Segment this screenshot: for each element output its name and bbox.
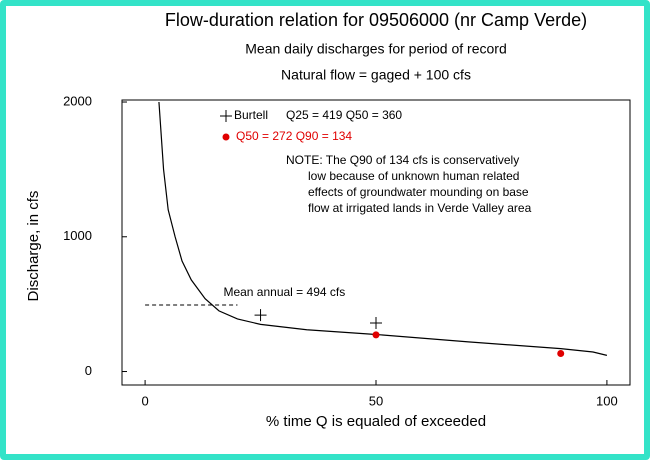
chart-title: Flow-duration relation for 09506000 (nr … bbox=[165, 10, 587, 30]
y-tick-label: 0 bbox=[85, 363, 92, 378]
legend-name: Burtell bbox=[234, 108, 268, 122]
subtitle: Mean daily discharges for period of reco… bbox=[245, 41, 506, 57]
plus-marker bbox=[254, 309, 267, 322]
mean-annual-label: Mean annual = 494 cfs bbox=[223, 285, 345, 299]
y-axis-label: Discharge, in cfs bbox=[25, 191, 42, 302]
plus-marker bbox=[370, 317, 382, 330]
note-line: flow at irrigated lands in Verde Valley … bbox=[308, 201, 532, 215]
legend-plus bbox=[220, 110, 232, 122]
x-tick-label: 50 bbox=[369, 393, 383, 408]
note-line: NOTE: The Q90 of 134 cfs is conservative… bbox=[286, 153, 519, 167]
note-line: low because of unknown human related bbox=[308, 169, 519, 183]
x-tick-label: 100 bbox=[596, 393, 618, 408]
plot-area bbox=[121, 99, 631, 386]
note-line: effects of groundwater mounding on base bbox=[308, 185, 529, 199]
subtitle: Natural flow = gaged + 100 cfs bbox=[281, 67, 471, 83]
legend-dot bbox=[222, 133, 230, 141]
flow-curve bbox=[158, 101, 608, 356]
chart: Flow-duration relation for 09506000 (nr … bbox=[25, 10, 631, 430]
dot-marker bbox=[557, 349, 565, 357]
dot-marker bbox=[372, 331, 380, 339]
x-axis-label: % time Q is equaled of exceeded bbox=[266, 413, 486, 430]
legend-text: Q25 = 419 Q50 = 360 bbox=[286, 108, 402, 122]
legend-text: Q50 = 272 Q90 = 134 bbox=[236, 129, 352, 143]
x-tick-label: 0 bbox=[141, 393, 148, 408]
y-tick-label: 1000 bbox=[63, 228, 92, 243]
y-tick-label: 2000 bbox=[63, 93, 92, 108]
